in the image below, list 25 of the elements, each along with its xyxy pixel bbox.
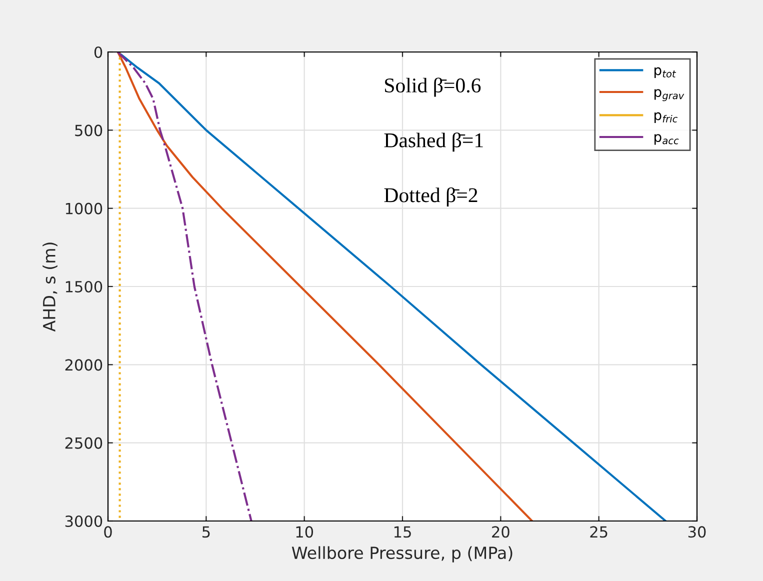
annotation: Dotted β̄=2 <box>384 187 478 206</box>
y-axis-title: AHD, s (m) <box>42 242 58 332</box>
y-tick-label: 0 <box>94 46 102 58</box>
x-tick-label: 25 <box>590 526 608 538</box>
annotation: Dashed β̄=1 <box>384 132 483 152</box>
x-axis-title: Wellbore Pressure, p (MPa) <box>292 546 512 562</box>
x-tick-label: 0 <box>104 526 112 538</box>
y-tick-label: 1500 <box>66 280 102 293</box>
legend-label: p$_{tot}$ <box>654 67 676 78</box>
x-tick-label: 20 <box>492 526 510 538</box>
y-tick-label: 3000 <box>65 515 102 528</box>
y-tick-label: 1000 <box>66 202 102 214</box>
x-tick-label: 10 <box>296 526 314 538</box>
annotation: Solid β̄=0.6 <box>385 78 481 97</box>
y-tick-label: 2500 <box>65 437 102 449</box>
legend-label: p$_{acc}$ <box>654 134 679 145</box>
x-tick-label: 15 <box>394 526 411 538</box>
x-tick-label: 30 <box>688 526 706 538</box>
y-tick-label: 2000 <box>65 359 102 371</box>
legend-label: p$_{grav}$ <box>654 89 684 102</box>
legend-label: p$_{fric}$ <box>654 112 678 123</box>
line-series <box>116 52 252 521</box>
y-tick-label: 500 <box>75 124 102 136</box>
line-series <box>116 52 534 521</box>
x-tick-label: 5 <box>202 526 210 538</box>
